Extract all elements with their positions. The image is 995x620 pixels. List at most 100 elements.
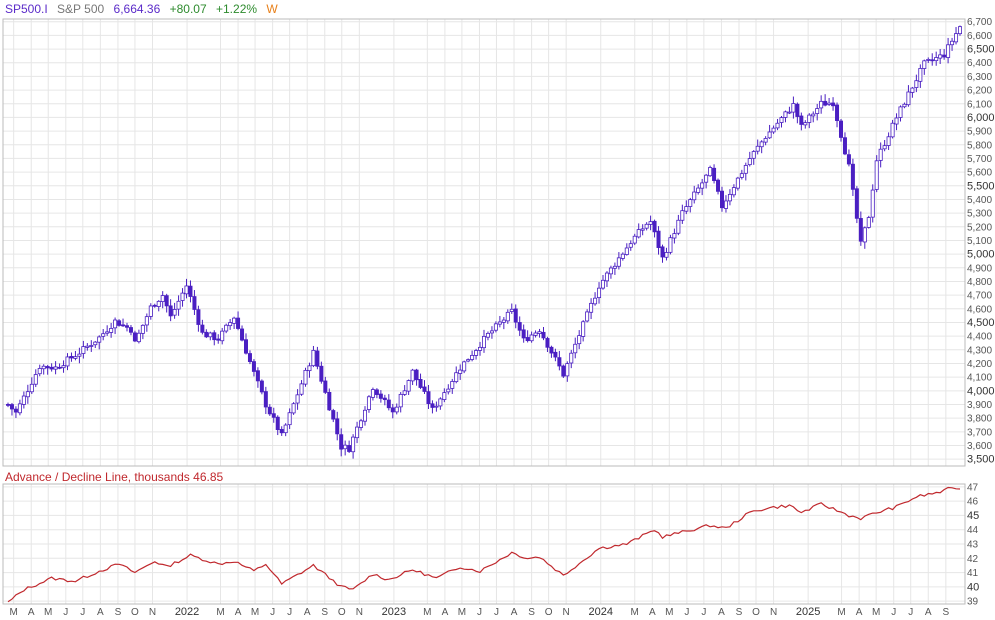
interval-label[interactable]: W bbox=[266, 2, 278, 16]
candle bbox=[37, 364, 42, 377]
candle bbox=[656, 226, 661, 255]
candle bbox=[672, 228, 677, 244]
time-axis-label: 2024 bbox=[588, 606, 612, 618]
candle bbox=[283, 423, 288, 437]
price-change-percent: +1.22% bbox=[216, 2, 258, 16]
price-axis-label: 5,500 bbox=[967, 180, 995, 192]
candle bbox=[545, 336, 550, 352]
candle bbox=[700, 178, 705, 196]
candle bbox=[708, 165, 713, 177]
candle bbox=[842, 132, 847, 156]
candle bbox=[478, 341, 483, 356]
candle bbox=[299, 380, 304, 396]
candle bbox=[791, 96, 796, 119]
candle bbox=[481, 329, 486, 353]
candle bbox=[763, 136, 768, 146]
candle bbox=[442, 388, 447, 403]
indicator-axis-label: 43 bbox=[967, 540, 979, 551]
candle bbox=[652, 219, 657, 238]
candle bbox=[779, 115, 784, 128]
candle bbox=[65, 353, 70, 371]
candle bbox=[232, 316, 237, 330]
time-axis-label: J bbox=[80, 607, 85, 618]
symbol-label[interactable]: SP500.I bbox=[5, 2, 48, 16]
candle bbox=[680, 204, 685, 224]
indicator-axis-label: 46 bbox=[967, 497, 979, 508]
price-axis-label: 6,100 bbox=[967, 99, 992, 110]
candle bbox=[565, 361, 570, 382]
candle bbox=[922, 59, 927, 75]
candle bbox=[720, 186, 725, 212]
candle bbox=[862, 226, 867, 249]
time-axis-label: A bbox=[649, 607, 656, 618]
time-axis-label: N bbox=[563, 607, 570, 618]
candle bbox=[125, 322, 130, 332]
candle bbox=[664, 247, 669, 261]
time-axis-label: M bbox=[423, 607, 431, 618]
last-price: 6,664.36 bbox=[113, 2, 161, 16]
candle bbox=[69, 352, 74, 362]
candle bbox=[747, 151, 752, 167]
candle bbox=[101, 328, 106, 341]
candle bbox=[898, 105, 903, 122]
candle bbox=[89, 340, 94, 352]
candle bbox=[180, 288, 185, 307]
indicator-grid bbox=[3, 484, 965, 604]
candle bbox=[263, 386, 268, 415]
indicator-header: Advance / Decline Line, thousands 46.85 bbox=[5, 470, 223, 484]
candle bbox=[97, 335, 102, 350]
candle bbox=[208, 331, 213, 341]
price-axis-label: 4,900 bbox=[967, 263, 992, 274]
candle bbox=[823, 94, 828, 107]
candle bbox=[640, 224, 645, 236]
candle bbox=[878, 142, 883, 168]
candle bbox=[247, 350, 252, 365]
candle bbox=[148, 303, 153, 320]
candle bbox=[196, 305, 201, 332]
candle bbox=[692, 185, 697, 204]
price-axis-label: 5,100 bbox=[967, 236, 992, 247]
time-axis-label: J bbox=[63, 607, 68, 618]
candle bbox=[450, 378, 455, 394]
candle bbox=[688, 197, 693, 213]
candle bbox=[910, 86, 915, 98]
candle bbox=[684, 200, 689, 215]
candle bbox=[275, 415, 280, 436]
time-axis-label: A bbox=[97, 607, 104, 618]
candle bbox=[636, 223, 641, 239]
candle bbox=[553, 348, 558, 362]
candle bbox=[593, 292, 598, 306]
candle bbox=[160, 291, 165, 309]
price-axis-label: 6,400 bbox=[967, 58, 992, 69]
candle bbox=[958, 25, 963, 36]
price-axis-label: 3,500 bbox=[967, 454, 995, 466]
candle bbox=[914, 74, 919, 93]
price-axis-label: 3,700 bbox=[967, 427, 992, 438]
candle bbox=[339, 428, 344, 457]
candle bbox=[430, 400, 435, 414]
candle bbox=[192, 290, 197, 316]
indicator-axis-label: 41 bbox=[967, 568, 979, 579]
candle bbox=[938, 49, 943, 65]
instrument-name: S&P 500 bbox=[57, 2, 105, 16]
candle bbox=[739, 169, 744, 180]
price-axis-label: 4,200 bbox=[967, 359, 992, 370]
time-axis-label: A bbox=[28, 607, 35, 618]
candle bbox=[121, 318, 126, 327]
candle bbox=[942, 49, 947, 60]
candle bbox=[827, 97, 832, 106]
indicator-value: 46.85 bbox=[193, 470, 224, 484]
candle bbox=[676, 214, 681, 236]
candle bbox=[660, 244, 665, 263]
candle bbox=[335, 411, 340, 441]
candle bbox=[771, 125, 776, 134]
candle bbox=[438, 397, 443, 410]
candle bbox=[775, 118, 780, 131]
candle bbox=[497, 315, 502, 328]
candle bbox=[767, 124, 772, 139]
candle bbox=[850, 158, 855, 197]
candle bbox=[807, 113, 812, 129]
price-axis-label: 5,700 bbox=[967, 154, 992, 165]
candle bbox=[934, 51, 939, 66]
